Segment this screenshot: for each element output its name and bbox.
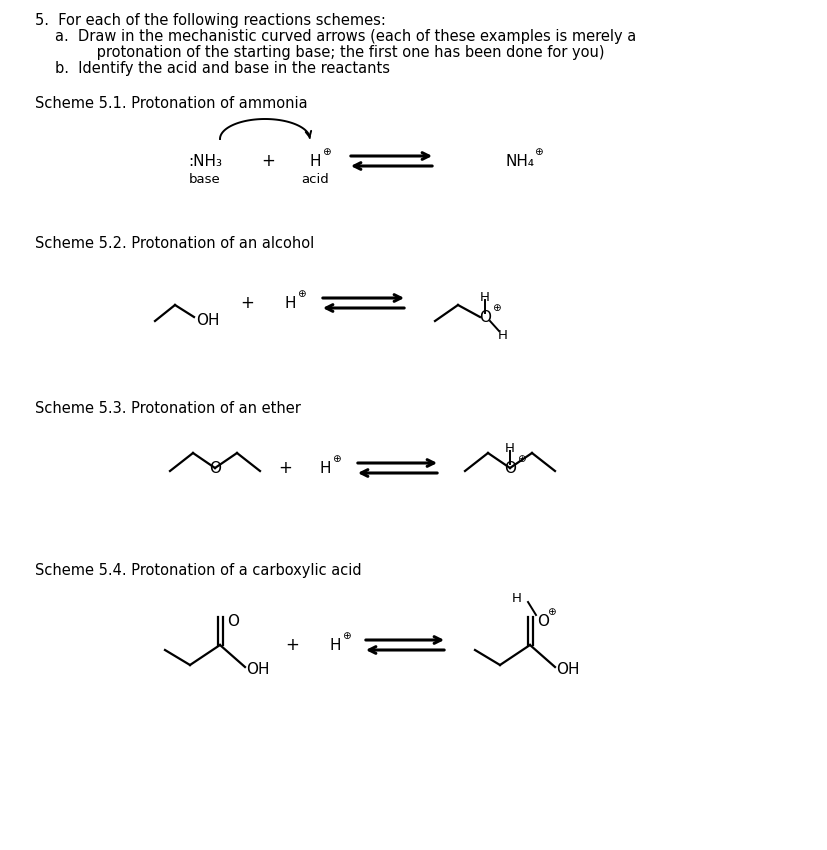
Text: H: H xyxy=(512,592,521,605)
Text: H: H xyxy=(504,441,514,455)
Text: ⊕: ⊕ xyxy=(297,289,305,299)
Text: ⊕: ⊕ xyxy=(533,147,542,157)
Text: Scheme 5.4. Protonation of a carboxylic acid: Scheme 5.4. Protonation of a carboxylic … xyxy=(35,563,361,577)
Text: Scheme 5.1. Protonation of ammonia: Scheme 5.1. Protonation of ammonia xyxy=(35,95,308,110)
Text: H: H xyxy=(329,638,341,653)
Text: acid: acid xyxy=(301,173,328,185)
Text: a.  Draw in the mechanistic curved arrows (each of these examples is merely a: a. Draw in the mechanistic curved arrows… xyxy=(55,29,635,43)
Text: b.  Identify the acid and base in the reactants: b. Identify the acid and base in the rea… xyxy=(55,60,390,76)
Text: +: + xyxy=(240,294,254,312)
Text: ⊕: ⊕ xyxy=(342,631,351,641)
Text: H: H xyxy=(284,296,295,310)
Text: +: + xyxy=(261,152,275,170)
Text: +: + xyxy=(278,459,292,477)
Text: 5.  For each of the following reactions schemes:: 5. For each of the following reactions s… xyxy=(35,13,385,27)
Text: OH: OH xyxy=(555,662,579,677)
Text: Scheme 5.2. Protonation of an alcohol: Scheme 5.2. Protonation of an alcohol xyxy=(35,235,314,251)
Text: base: base xyxy=(189,173,221,185)
Text: H: H xyxy=(480,291,490,303)
Text: ⊕: ⊕ xyxy=(332,454,341,464)
Text: Scheme 5.3. Protonation of an ether: Scheme 5.3. Protonation of an ether xyxy=(35,400,300,416)
Text: O: O xyxy=(208,461,221,475)
Text: O: O xyxy=(504,461,515,475)
Text: H: H xyxy=(308,154,320,168)
Text: H: H xyxy=(319,461,330,475)
Text: H: H xyxy=(498,328,507,342)
Text: :NH₃: :NH₃ xyxy=(188,154,222,168)
Text: O: O xyxy=(479,309,490,325)
Text: ⊕: ⊕ xyxy=(516,454,525,464)
Text: NH₄: NH₄ xyxy=(505,154,534,168)
Text: O: O xyxy=(227,614,239,628)
Text: protonation of the starting base; the first one has been done for you): protonation of the starting base; the fi… xyxy=(55,44,604,60)
Text: ⊕: ⊕ xyxy=(322,147,330,157)
Text: ⊕: ⊕ xyxy=(547,607,555,617)
Text: OH: OH xyxy=(246,662,269,677)
Text: OH: OH xyxy=(196,313,219,327)
Text: O: O xyxy=(537,614,548,628)
Text: +: + xyxy=(284,636,299,654)
Text: ⊕: ⊕ xyxy=(491,303,500,313)
